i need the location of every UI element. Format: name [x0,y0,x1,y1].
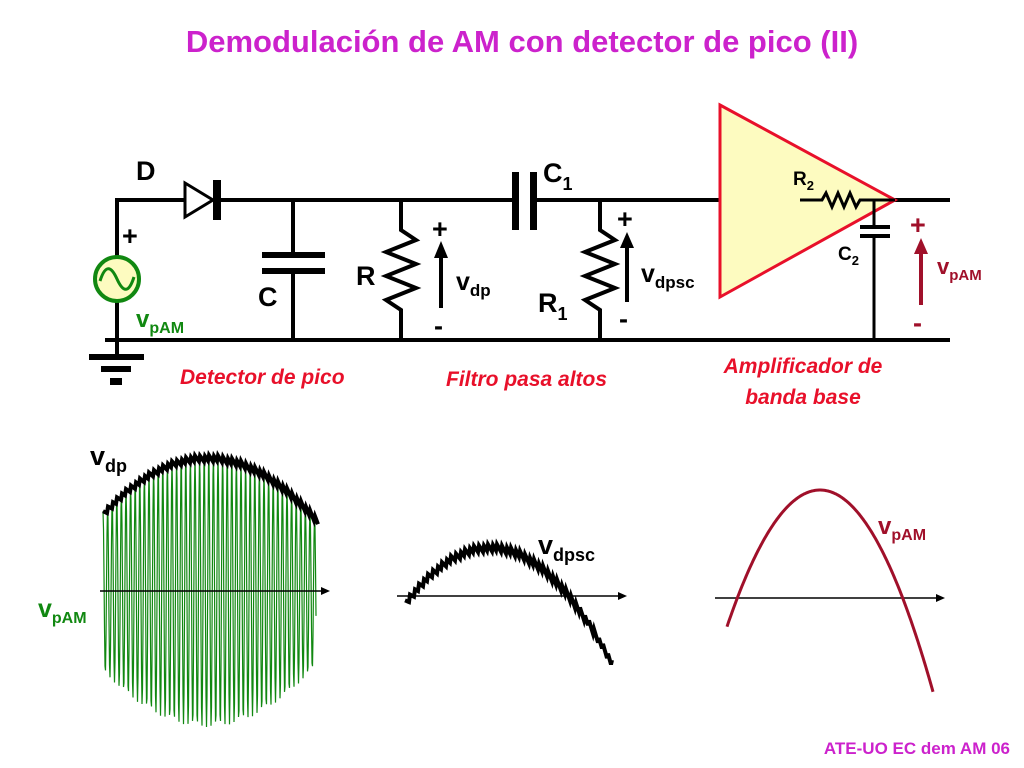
capacitor-c1-icon [512,172,537,230]
output-minus: - [913,308,922,338]
resistor-r-label: R [356,261,376,291]
filter-section-label: Filtro pasa altos [446,368,607,391]
capacitor-c-icon [262,200,325,340]
capacitor-c-label: C [258,282,278,312]
ground-icon [89,340,144,385]
output-arrow-icon [914,238,928,305]
vdpsc-minus: - [619,304,628,334]
diode-icon [183,180,221,220]
amplifier-section-label-1: Amplificador de [723,355,883,378]
waveform-output [715,488,945,693]
vdpsc-label: vdpsc [641,260,695,292]
capacitor-c2-icon [860,200,890,340]
source-label: vpAM [136,306,184,337]
resistor-r2-label: R2 [793,169,814,193]
vdpsc-arrow-icon [620,232,634,302]
slide-footer: ATE-UO EC dem AM 06 [824,739,1010,758]
vdp-arrow-icon [434,241,448,308]
output-label: vpAM [937,254,982,284]
capacitor-c2-label: C2 [838,244,859,268]
wave1-envelope-label: vdp [90,441,127,476]
ac-source-icon [93,255,141,303]
wave2-label: vdpsc [538,530,595,565]
detector-section-label: Detector de pico [180,366,345,389]
capacitor-c1-label: C1 [543,158,573,194]
wave1-carrier-label: vpAM [38,595,87,627]
am-carrier-trace [102,455,317,728]
resistor-r-icon [380,200,422,340]
envelope-detector-trace [102,449,320,528]
resistor-r1-label: R1 [538,288,568,324]
source-plus: + [122,221,138,251]
output-plus: + [910,210,926,240]
axis-arrow-icon [321,587,330,595]
diode-label: D [136,156,156,186]
vdp-minus: - [434,311,443,341]
vdp-plus: + [432,214,448,244]
vdpsc-plus: + [617,204,633,234]
resistor-r1-icon [579,200,621,340]
output-trace [725,488,935,693]
axis-arrow-icon [618,592,627,600]
wave3-label: vpAM [878,513,926,544]
waveform-am-detector [100,449,330,728]
axis-arrow-icon [936,594,945,602]
vdp-label: vdp [456,268,491,300]
slide-title: Demodulación de AM con detector de pico … [186,24,858,59]
highpass-output-trace [404,538,614,666]
waveform-highpass [397,538,627,666]
resistor-r2-icon [800,189,895,211]
amplifier-section-label-2: banda base [745,386,861,409]
